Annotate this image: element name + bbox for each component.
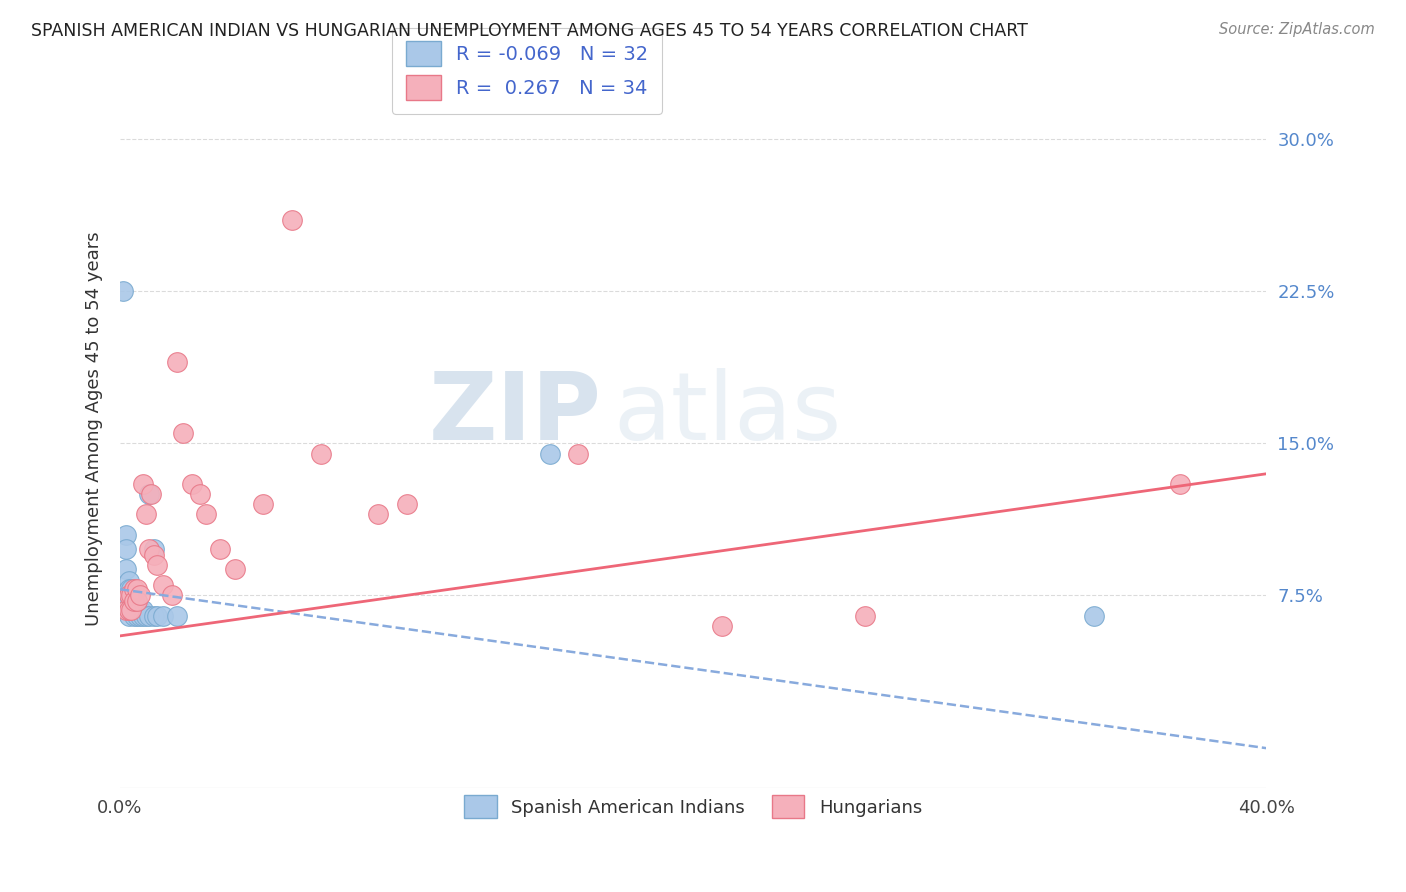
Point <box>127 594 149 608</box>
Text: atlas: atlas <box>613 368 841 459</box>
Point <box>124 608 146 623</box>
Point <box>120 602 142 616</box>
Point <box>124 582 146 597</box>
Point <box>152 578 174 592</box>
Point <box>367 508 389 522</box>
Point <box>146 558 169 572</box>
Point <box>111 285 134 299</box>
Point <box>209 541 232 556</box>
Point <box>120 582 142 597</box>
Point <box>224 562 246 576</box>
Point <box>166 355 188 369</box>
Point <box>120 588 142 602</box>
Point <box>138 608 160 623</box>
Point <box>138 541 160 556</box>
Point <box>117 574 139 589</box>
Point <box>120 602 142 616</box>
Point <box>127 608 149 623</box>
Point <box>138 487 160 501</box>
Text: ZIP: ZIP <box>429 368 602 459</box>
Point <box>117 602 139 616</box>
Point <box>124 602 146 616</box>
Point <box>281 213 304 227</box>
Point <box>152 608 174 623</box>
Point <box>129 588 152 602</box>
Point <box>117 588 139 602</box>
Point <box>114 541 136 556</box>
Point <box>135 508 157 522</box>
Point <box>114 562 136 576</box>
Point <box>117 608 139 623</box>
Y-axis label: Unemployment Among Ages 45 to 54 years: Unemployment Among Ages 45 to 54 years <box>86 231 103 625</box>
Point <box>127 602 149 616</box>
Legend: Spanish American Indians, Hungarians: Spanish American Indians, Hungarians <box>457 788 929 826</box>
Point <box>135 608 157 623</box>
Point <box>143 541 166 556</box>
Point <box>188 487 211 501</box>
Point <box>120 594 142 608</box>
Point <box>132 477 155 491</box>
Point <box>146 608 169 623</box>
Point <box>132 608 155 623</box>
Text: Source: ZipAtlas.com: Source: ZipAtlas.com <box>1219 22 1375 37</box>
Point <box>127 582 149 597</box>
Point <box>395 497 418 511</box>
Point <box>1083 608 1105 623</box>
Point <box>124 588 146 602</box>
Point <box>160 588 183 602</box>
Point <box>538 446 561 460</box>
Point <box>567 446 589 460</box>
Point <box>127 594 149 608</box>
Point <box>143 548 166 562</box>
Point <box>194 508 217 522</box>
Point <box>114 602 136 616</box>
Point <box>143 608 166 623</box>
Point <box>132 602 155 616</box>
Point <box>172 426 194 441</box>
Point <box>252 497 274 511</box>
Point <box>117 594 139 608</box>
Point <box>117 582 139 597</box>
Point <box>1168 477 1191 491</box>
Point <box>114 527 136 541</box>
Point <box>166 608 188 623</box>
Point <box>180 477 202 491</box>
Point <box>309 446 332 460</box>
Point <box>124 594 146 608</box>
Point <box>117 602 139 616</box>
Point <box>129 608 152 623</box>
Point <box>710 619 733 633</box>
Text: SPANISH AMERICAN INDIAN VS HUNGARIAN UNEMPLOYMENT AMONG AGES 45 TO 54 YEARS CORR: SPANISH AMERICAN INDIAN VS HUNGARIAN UNE… <box>31 22 1028 40</box>
Point <box>141 487 163 501</box>
Point <box>129 602 152 616</box>
Point <box>853 608 876 623</box>
